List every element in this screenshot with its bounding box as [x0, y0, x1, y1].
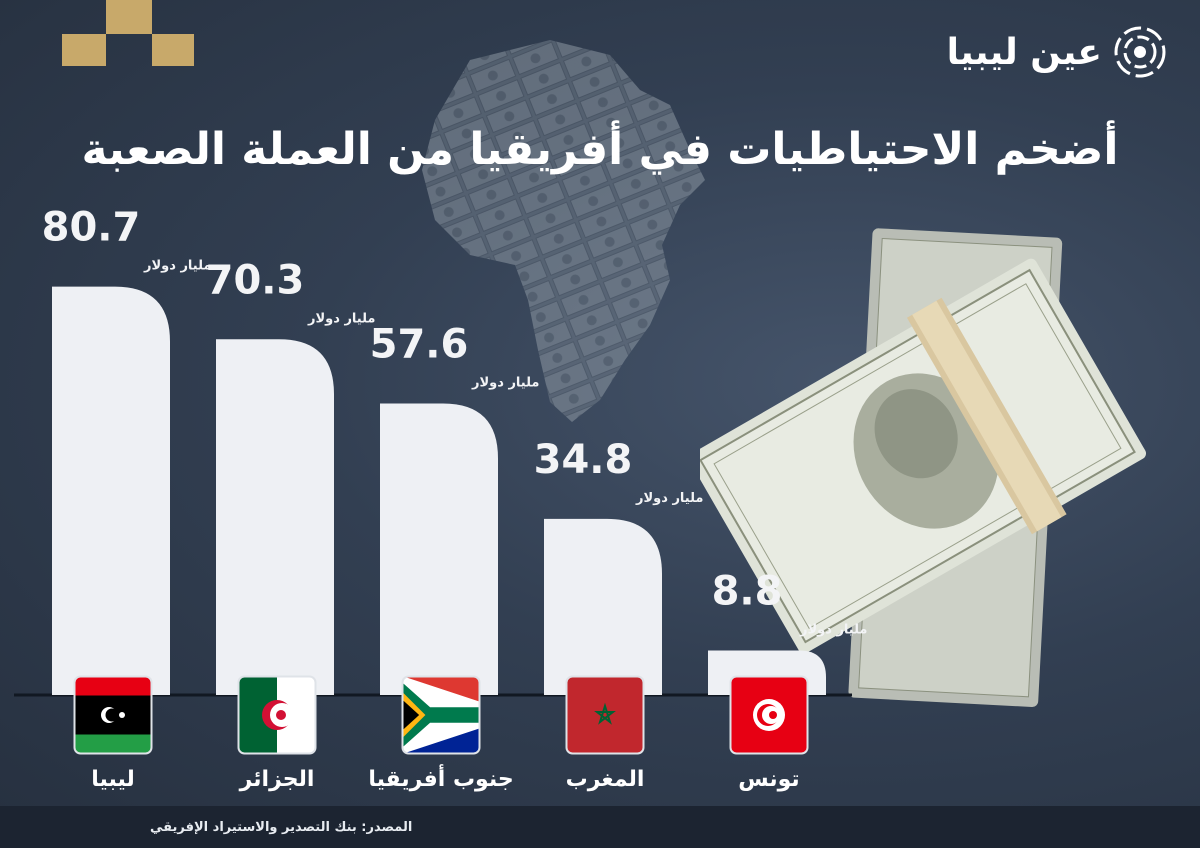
data-label: 80.7	[42, 205, 141, 251]
category-label: المغرب	[566, 767, 645, 792]
decorative-square	[152, 34, 194, 66]
category-label: ليبيا	[91, 767, 134, 792]
unit-label: مليار دولار	[635, 491, 703, 506]
money-stack-icon	[700, 228, 1147, 707]
source-note: المصدر: بنك التصدير والاستيراد الإفريقي	[150, 820, 413, 835]
unit-label: مليار دولار	[143, 259, 211, 274]
unit-label: مليار دولار	[799, 622, 867, 637]
footer-band	[0, 806, 1200, 848]
bar	[216, 339, 334, 695]
eye-swirl-icon	[1114, 26, 1166, 78]
decorative-square	[106, 0, 152, 34]
decorative-square	[62, 34, 106, 66]
category-label: الجزائر	[239, 767, 315, 792]
tunisia-flag-icon	[729, 675, 809, 755]
south-africa-flag-icon	[401, 675, 481, 755]
brand-logo: عين ليبيا	[947, 22, 1170, 82]
africa-map-icon	[422, 40, 705, 422]
unit-label: مليار دولار	[307, 311, 375, 326]
morocco-flag-icon	[565, 675, 645, 755]
page-title: أضخم الاحتياطيات في أفريقيا من العملة ال…	[81, 124, 1119, 175]
bar	[52, 286, 170, 695]
data-label: 57.6	[370, 322, 469, 368]
data-label: 70.3	[206, 257, 305, 303]
data-label: 8.8	[712, 568, 783, 614]
unit-label: مليار دولار	[471, 376, 539, 391]
category-label: تونس	[738, 767, 799, 792]
bar	[544, 518, 662, 695]
category-label: جنوب أفريقيا	[368, 763, 513, 792]
data-label: 34.8	[534, 437, 633, 483]
algeria-flag-icon	[237, 675, 317, 755]
libya-flag-icon	[73, 675, 153, 755]
bar	[380, 403, 498, 695]
brand-name: عين ليبيا	[946, 31, 1102, 73]
